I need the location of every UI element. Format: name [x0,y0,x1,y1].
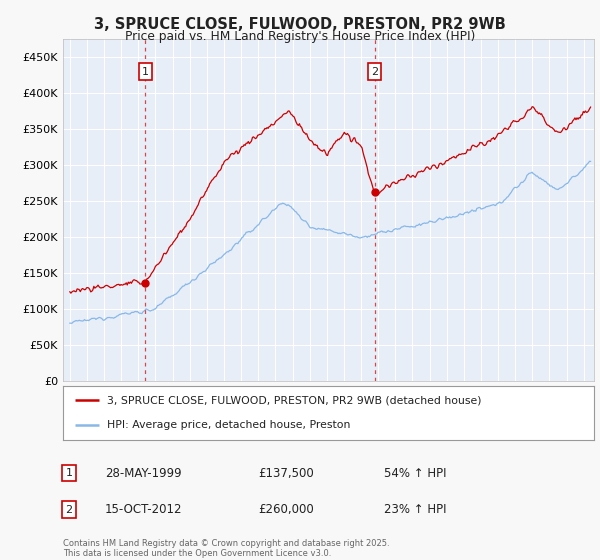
Text: HPI: Average price, detached house, Preston: HPI: Average price, detached house, Pres… [107,420,350,430]
Text: 23% ↑ HPI: 23% ↑ HPI [384,503,446,516]
Text: Price paid vs. HM Land Registry's House Price Index (HPI): Price paid vs. HM Land Registry's House … [125,30,475,43]
Text: 1: 1 [142,67,149,77]
Text: £137,500: £137,500 [258,466,314,480]
Text: 3, SPRUCE CLOSE, FULWOOD, PRESTON, PR2 9WB (detached house): 3, SPRUCE CLOSE, FULWOOD, PRESTON, PR2 9… [107,395,481,405]
Text: £260,000: £260,000 [258,503,314,516]
Text: 54% ↑ HPI: 54% ↑ HPI [384,466,446,480]
Text: 2: 2 [65,505,73,515]
Text: 28-MAY-1999: 28-MAY-1999 [105,466,182,480]
Text: 15-OCT-2012: 15-OCT-2012 [105,503,182,516]
Text: 1: 1 [65,468,73,478]
Text: Contains HM Land Registry data © Crown copyright and database right 2025.
This d: Contains HM Land Registry data © Crown c… [63,539,389,558]
Text: 2: 2 [371,67,379,77]
Text: 3, SPRUCE CLOSE, FULWOOD, PRESTON, PR2 9WB: 3, SPRUCE CLOSE, FULWOOD, PRESTON, PR2 9… [94,17,506,32]
